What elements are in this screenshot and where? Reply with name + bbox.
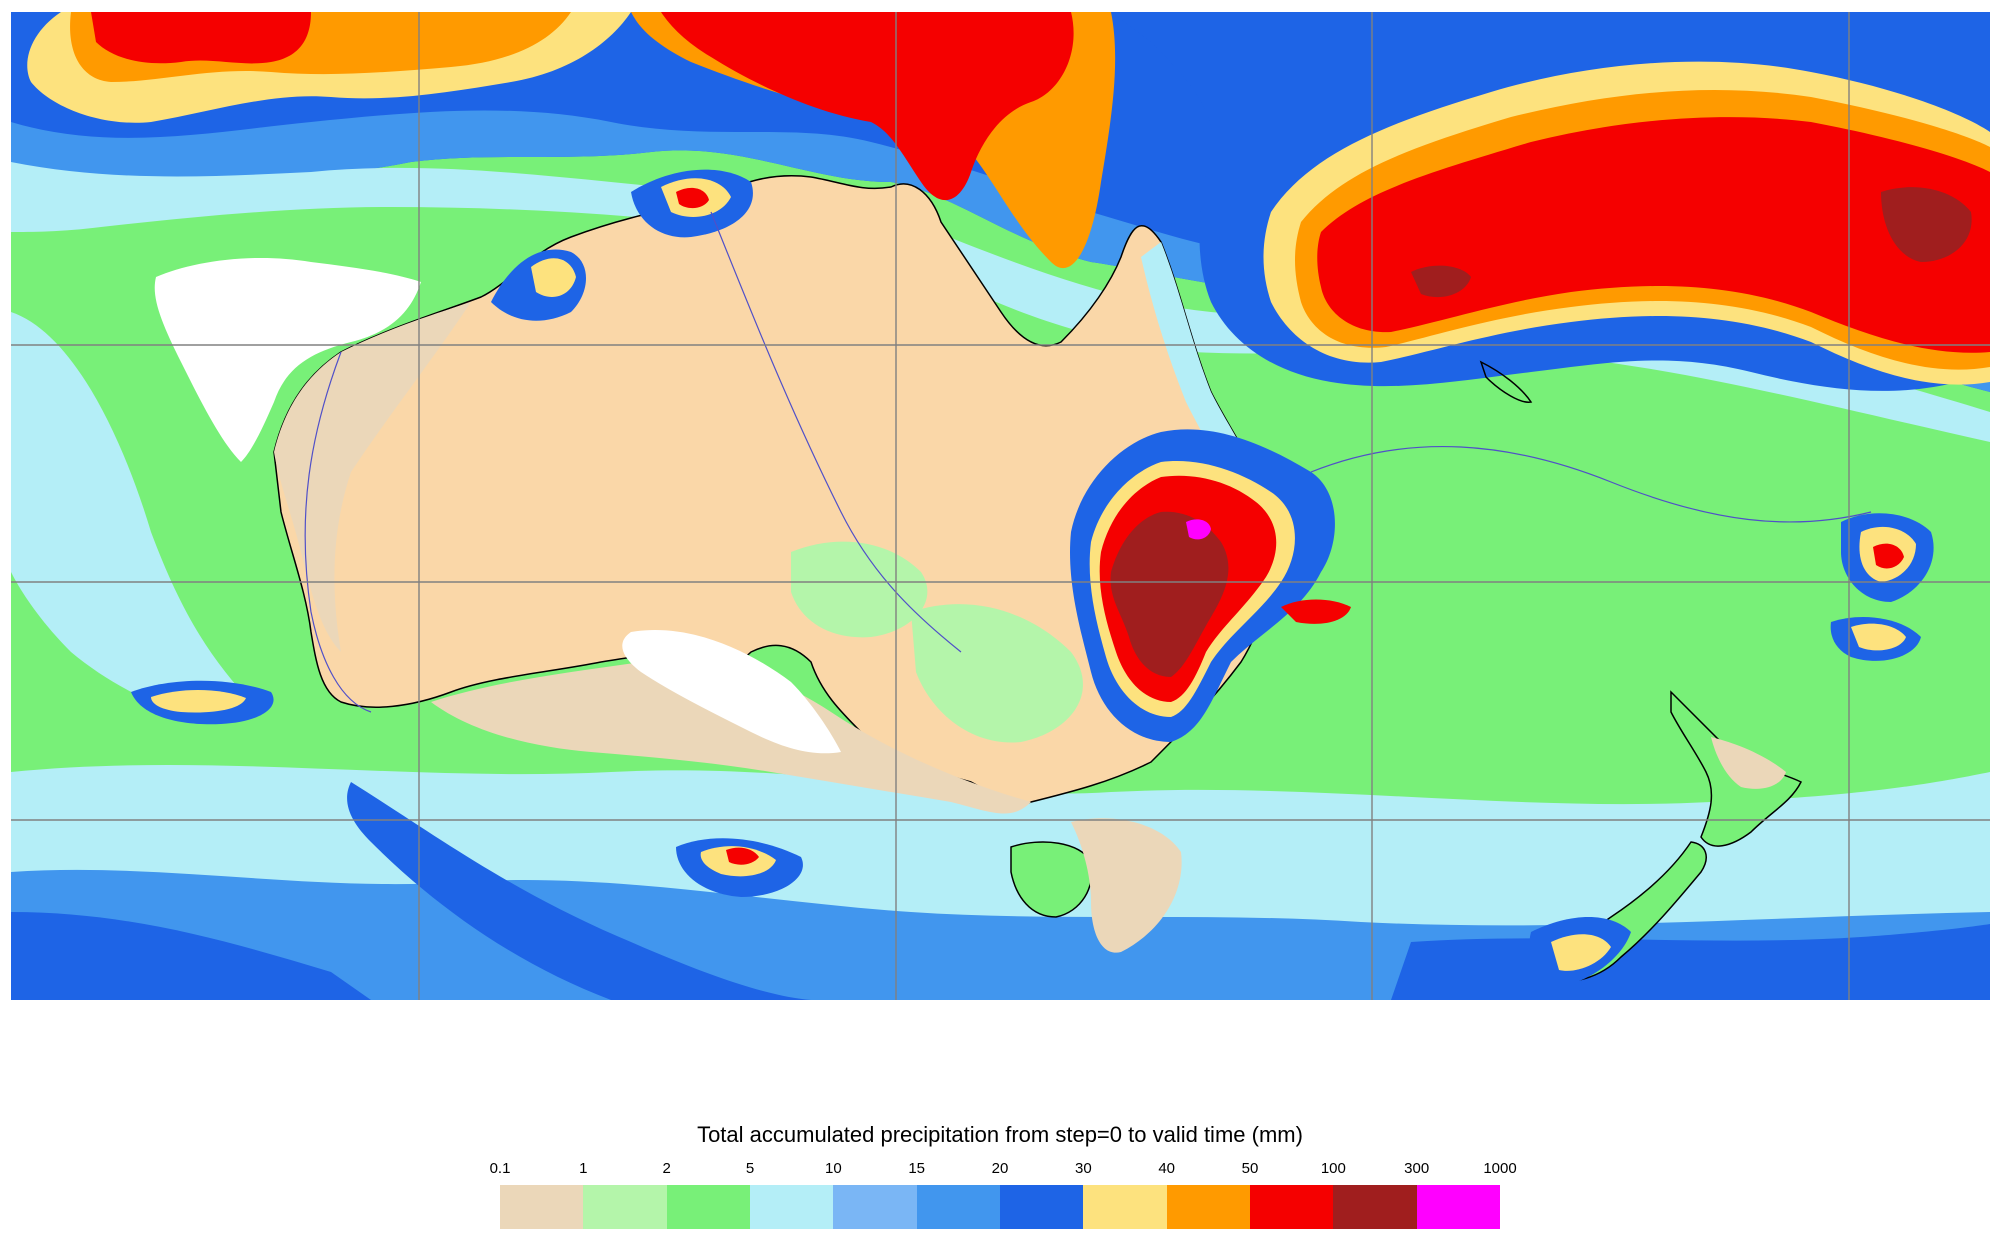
legend-tick-label: 100 bbox=[1320, 1160, 1346, 1177]
legend-tick-label: 40 bbox=[1158, 1160, 1175, 1177]
legend-colorbar bbox=[500, 1185, 1500, 1229]
legend-swatch bbox=[999, 1185, 1084, 1229]
legend-labels: 0.1 1 2 5 10 15 20 30 40 50 100 300 1000 bbox=[0, 1160, 2000, 1180]
tropical-mid-band bbox=[11, 110, 1990, 392]
contour-line-3 bbox=[1310, 445, 1872, 523]
east-pacific-cell-red bbox=[1873, 543, 1904, 569]
interior-green-patch-2 bbox=[911, 604, 1083, 743]
tropical-light-band bbox=[11, 162, 1990, 442]
southern-dry-white bbox=[622, 630, 841, 754]
precipitation-map bbox=[11, 12, 1990, 1000]
legend-title: Total accumulated precipitation from ste… bbox=[697, 1122, 1303, 1147]
australia-tan-zone-2 bbox=[431, 661, 1031, 814]
legend-tick-label: 15 bbox=[908, 1160, 925, 1177]
new-caledonia bbox=[1479, 360, 1533, 403]
contour-line-2 bbox=[710, 211, 962, 653]
legend-tick-label: 10 bbox=[824, 1160, 842, 1177]
east-pacific-cell-2-yellow bbox=[1851, 623, 1906, 651]
bight-cell-red bbox=[726, 847, 759, 865]
legend-swatch bbox=[1083, 1185, 1167, 1229]
east-coast-rain-magenta bbox=[1186, 519, 1211, 540]
north-rain-red-2 bbox=[691, 12, 1011, 69]
map-canvas bbox=[11, 12, 1990, 1000]
legend-swatch bbox=[1166, 1185, 1250, 1229]
legend-swatch bbox=[833, 1185, 917, 1229]
west-ocean-light bbox=[11, 312, 261, 719]
legend-swatch bbox=[666, 1185, 750, 1229]
graticule bbox=[11, 12, 1990, 1000]
contour-line-1 bbox=[304, 351, 372, 713]
kimberley-rain-heavy bbox=[531, 258, 576, 297]
legend-tick-label: 20 bbox=[991, 1160, 1009, 1177]
legend-swatch bbox=[749, 1185, 834, 1229]
southern-wet-band bbox=[347, 782, 811, 1000]
top-end-rain-red bbox=[676, 187, 709, 209]
pacific-rain-darkred bbox=[1411, 265, 1471, 298]
legend-tick-label: 1 bbox=[579, 1160, 588, 1177]
western-dry-white bbox=[154, 257, 421, 462]
southern-wet-band-2 bbox=[11, 912, 371, 1000]
legend-swatch bbox=[1333, 1185, 1417, 1229]
new-zealand-dry-zone bbox=[1711, 737, 1786, 789]
east-coast-rain-spur bbox=[1281, 599, 1351, 624]
pacific-rain-red bbox=[1317, 117, 1990, 353]
legend-tick-label: 2 bbox=[662, 1160, 671, 1177]
legend-swatch bbox=[1416, 1185, 1500, 1229]
legend-tick-label: 5 bbox=[745, 1160, 755, 1177]
legend-tick-label: 50 bbox=[1241, 1160, 1259, 1177]
legend-swatch bbox=[916, 1185, 1000, 1229]
legend-swatch bbox=[500, 1185, 584, 1229]
pacific-rain-darkred-2 bbox=[1881, 187, 1972, 262]
legend-tick-label: 0.1 bbox=[489, 1160, 511, 1177]
north-rain-red bbox=[91, 12, 311, 64]
legend-tick-label: 300 bbox=[1404, 1160, 1430, 1177]
interior-green-patch bbox=[791, 541, 928, 638]
new-zealand-west-coast-yellow bbox=[1551, 934, 1611, 971]
east-coast-rain-darkred bbox=[1110, 511, 1229, 677]
legend-tick-label: 30 bbox=[1074, 1160, 1092, 1177]
southwest-ocean-cell-yellow bbox=[151, 689, 246, 713]
tasmania bbox=[1010, 841, 1093, 918]
legend-tick-label: 1000 bbox=[1483, 1160, 1517, 1177]
legend-swatch bbox=[583, 1185, 667, 1229]
legend-swatch bbox=[1249, 1185, 1334, 1229]
australia-tan-zone bbox=[274, 302, 471, 652]
tasmania-dry bbox=[1071, 818, 1182, 953]
